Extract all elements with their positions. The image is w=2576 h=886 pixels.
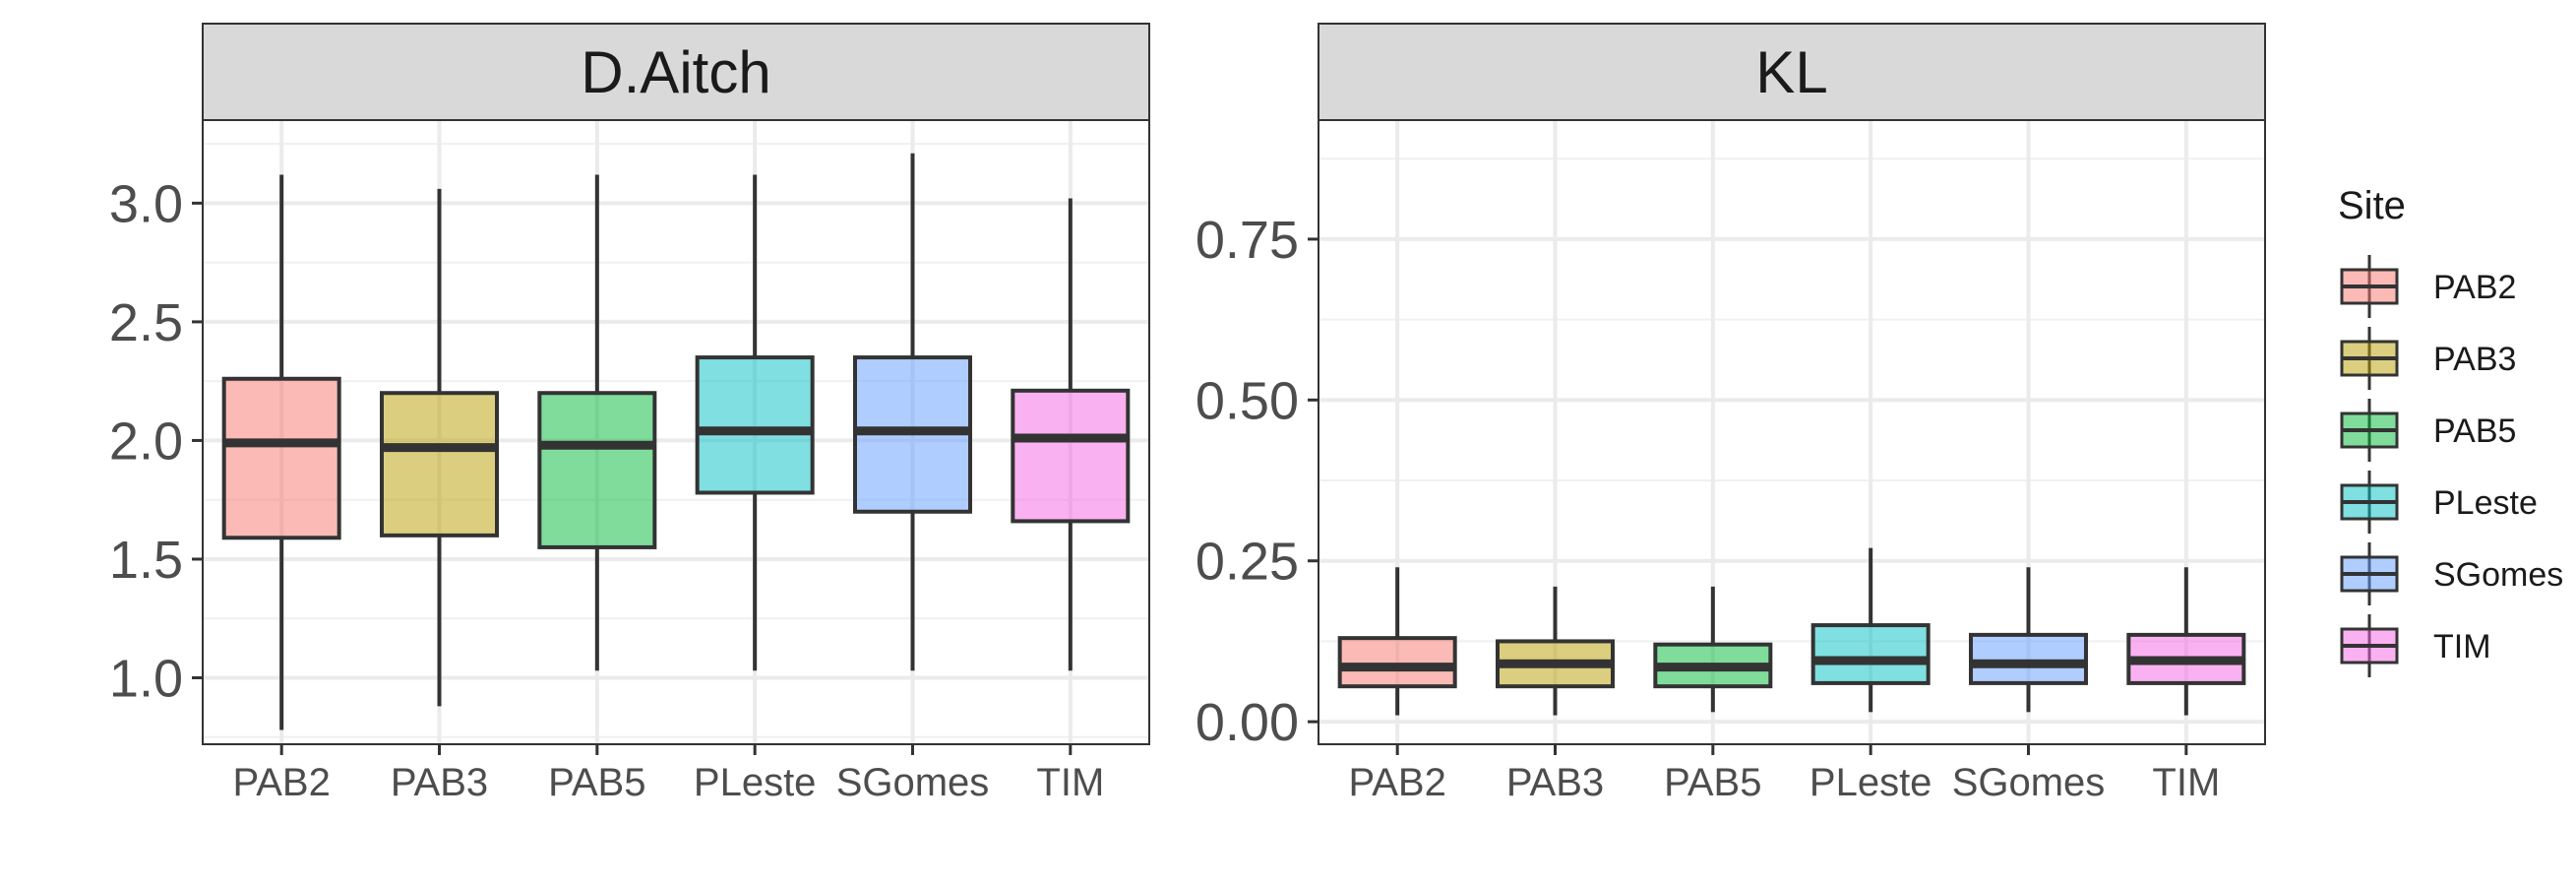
panel-border xyxy=(1318,119,2266,745)
box-pab5 xyxy=(537,174,657,671)
y-tick-label: 1.5 xyxy=(109,531,183,590)
box-pab2 xyxy=(1337,567,1457,716)
box-pleste xyxy=(695,174,815,671)
panel-kl: KL 0.00 0.25 0.50 0.75 PAB2 PAB3 PAB5 PLeste SGom… xyxy=(1196,23,2266,804)
x-tick-label: PAB2 xyxy=(233,761,331,804)
y-tick-label: 3.0 xyxy=(109,174,183,233)
panel-d-aitch: D.Aitch 1.0 1.5 2.0 2.5 3.0 PAB2 PAB3 PAB5 PLeste… xyxy=(109,23,1150,804)
box-body xyxy=(1810,623,1931,685)
legend-key-tim xyxy=(2340,614,2399,677)
x-tick-label: PAB3 xyxy=(1506,761,1604,804)
box-body xyxy=(380,391,499,538)
legend-title: Site xyxy=(2338,184,2406,227)
box-body xyxy=(221,376,341,540)
panel-background xyxy=(1319,120,2265,744)
y-tick-label: 2.5 xyxy=(109,293,183,352)
panel-border xyxy=(202,119,1150,745)
box-pab3 xyxy=(380,188,499,707)
box-tim xyxy=(1011,198,1131,671)
legend-label: PLeste xyxy=(2433,484,2538,522)
y-tick-label: 1.0 xyxy=(109,650,183,709)
x-tick-label: PAB3 xyxy=(391,761,488,804)
x-tick-label: SGomes xyxy=(836,761,990,804)
legend-key-pab2 xyxy=(2340,255,2399,318)
legend-label: TIM xyxy=(2433,628,2491,665)
x-tick-label: SGomes xyxy=(1952,761,2106,804)
box-tim xyxy=(2126,567,2246,716)
x-tick-label: PLeste xyxy=(1809,761,1932,804)
box-sgomes xyxy=(853,153,972,671)
legend-key-pab5 xyxy=(2340,399,2399,462)
strip-background xyxy=(202,23,1150,121)
y-tick-label: 0.25 xyxy=(1196,533,1299,592)
box-body xyxy=(537,391,657,549)
x-tick-label: PAB5 xyxy=(548,761,645,804)
panel-background xyxy=(203,120,1149,744)
y-tick-label: 2.0 xyxy=(109,411,183,471)
legend-label: SGomes xyxy=(2433,556,2563,594)
x-tick-label: TIM xyxy=(2152,761,2220,804)
box-body xyxy=(1337,636,1457,689)
x-tick-label: TIM xyxy=(1036,761,1104,804)
x-tick-label: PLeste xyxy=(694,761,817,804)
legend-key-pleste xyxy=(2340,471,2399,534)
legend-label: PAB2 xyxy=(2433,269,2516,306)
legend-label: PAB5 xyxy=(2433,412,2516,450)
strip-background xyxy=(1318,23,2266,121)
y-tick-label: 0.75 xyxy=(1196,211,1299,270)
strip-label: KL xyxy=(1755,39,1827,105)
legend-key-sgomes xyxy=(2340,542,2399,605)
box-pab3 xyxy=(1496,586,1615,716)
legend-label: PAB3 xyxy=(2433,341,2516,378)
box-body xyxy=(1011,388,1131,524)
box-pab2 xyxy=(221,174,341,730)
box-pleste xyxy=(1810,547,1931,713)
x-tick-label: PAB2 xyxy=(1349,761,1446,804)
box-body xyxy=(695,355,815,495)
strip-label: D.Aitch xyxy=(581,39,770,105)
box-body xyxy=(1969,632,2088,685)
legend: Site PAB2 PAB3 PAB5 PLeste SGomes TIM xyxy=(2338,184,2563,677)
x-tick-label: PAB5 xyxy=(1664,761,1761,804)
y-tick-label: 0.50 xyxy=(1196,371,1299,430)
y-tick-label: 0.00 xyxy=(1196,693,1299,752)
box-pab5 xyxy=(1653,586,1773,713)
box-sgomes xyxy=(1969,567,2088,713)
legend-key-pab3 xyxy=(2340,327,2399,390)
